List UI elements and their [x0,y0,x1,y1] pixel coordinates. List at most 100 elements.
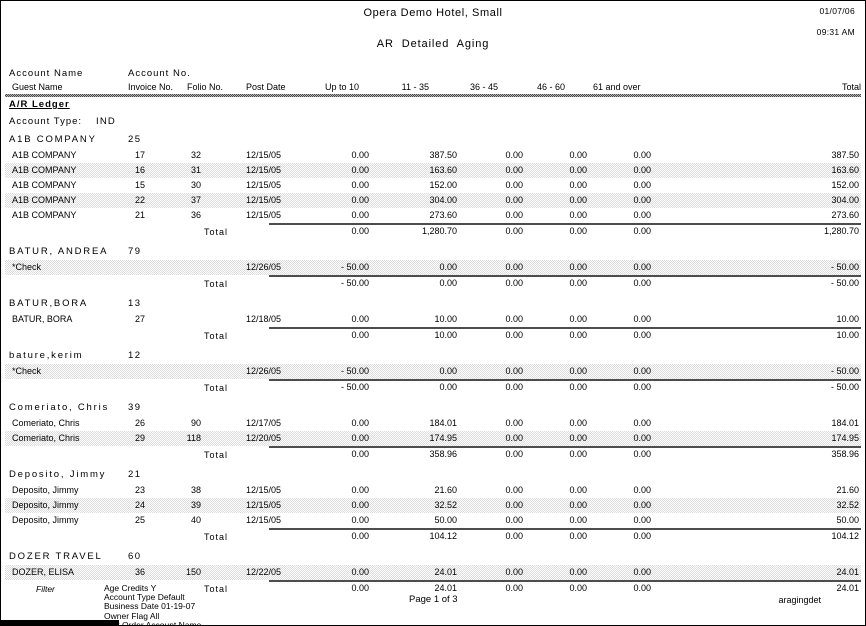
invoice-no-cell [125,260,145,275]
post-date-cell: 12/15/05 [246,150,282,160]
total-up-to-10-cell: - 50.00 [340,382,369,392]
table-row: A1B COMPANY 21 36 12/15/05 0.00 273.60 0… [5,208,861,223]
corner-bar [1,620,119,625]
total-11-35-cell: 0.00 [439,278,457,288]
account-rows: BATUR, BORA 27 12/18/05 0.00 10.00 0.00 … [5,312,861,327]
bucket-11-35-cell: 163.60 [429,165,457,175]
total-label: Total [204,532,229,542]
total-46-60-cell: 0.00 [569,330,587,340]
bucket-up-to-10-cell: 0.00 [351,485,369,495]
account-rows: Comeriato, Chris 26 90 12/17/05 0.00 184… [5,416,861,446]
account-number: 79 [128,246,142,257]
total-11-35-cell: 0.00 [439,382,457,392]
account-number: 13 [128,298,142,309]
total-total-cell: 358.96 [831,449,859,459]
guest-name-cell: A1B COMPANY [12,150,77,160]
invoice-no-cell: 15 [134,180,145,190]
guest-name-cell: A1B COMPANY [12,180,77,190]
bucket-46-60-cell: 0.00 [569,195,587,205]
post-date-cell: 12/26/05 [246,366,282,376]
account-section: Deposito, Jimmy 21 Deposito, Jimmy 23 38… [5,468,861,543]
table-row: A1B COMPANY 17 32 12/15/05 0.00 387.50 0… [5,148,861,163]
bucket-46-60-cell: 0.00 [569,500,587,510]
total-46-60-cell: 0.00 [569,226,587,236]
account-rows: *Check 12/26/05 - 50.00 0.00 0.00 0.00 0… [5,364,861,379]
table-row: Comeriato, Chris 26 90 12/17/05 0.00 184… [5,416,861,431]
total-total-cell: 1,280.70 [823,226,859,236]
account-section: Comeriato, Chris 39 Comeriato, Chris 26 … [5,401,861,461]
account-name: Comeriato, Chris [9,402,110,413]
bucket-36-45-cell: 0.00 [505,515,523,525]
total-total-cell: 24.01 [836,583,859,593]
account-number: 39 [128,402,142,413]
invoice-no-cell: 29 [134,433,145,443]
total-46-60-cell: 0.00 [569,531,587,541]
bucket-46-60-cell: 0.00 [569,210,587,220]
post-date-cell: 12/15/05 [246,500,282,510]
column-header-post-date: Post Date [246,82,286,92]
post-date-cell: 12/15/05 [246,210,282,220]
folio-no-cell: 30 [190,180,201,190]
bucket-46-60-cell: 0.00 [569,262,587,272]
total-36-45-cell: 0.00 [505,531,523,541]
total-up-to-10-cell: 0.00 [351,531,369,541]
account-name: BATUR, ANDREA [9,246,109,257]
total-46-60-cell: 0.00 [569,278,587,288]
folio-no-cell [145,364,201,379]
invoice-no-cell [125,364,145,379]
filter-line: Sort Order Account Name [104,619,202,626]
folio-no-cell: 40 [190,515,201,525]
folio-no-cell: 90 [190,418,201,428]
total-36-45-cell: 0.00 [505,382,523,392]
account-number: 12 [128,350,142,361]
guest-name-cell: Deposito, Jimmy [12,515,79,525]
bucket-36-45-cell: 0.00 [505,418,523,428]
row-total-cell: 304.00 [831,195,859,205]
bucket-36-45-cell: 0.00 [505,433,523,443]
post-date-cell: 12/22/05 [246,567,282,577]
bucket-46-60-cell: 0.00 [569,418,587,428]
invoice-no-cell: 27 [134,314,145,324]
account-type-line: Account Type: IND [5,116,861,133]
bucket-61-over-cell: 0.00 [633,515,651,525]
filter-line: Age Credits Y [104,583,157,593]
bucket-61-over-cell: 0.00 [633,567,651,577]
post-date-cell: 12/20/05 [246,433,282,443]
account-rows: Deposito, Jimmy 23 38 12/15/05 0.00 21.6… [5,483,861,528]
total-label: Total [204,450,229,460]
table-row: *Check 12/26/05 - 50.00 0.00 0.00 0.00 0… [5,260,861,275]
bucket-36-45-cell: 0.00 [505,262,523,272]
total-36-45-cell: 0.00 [505,449,523,459]
bucket-11-35-cell: 10.00 [434,314,457,324]
total-46-60-cell: 0.00 [569,583,587,593]
bucket-61-over-cell: 0.00 [633,366,651,376]
filter-line: Owner Flag All [104,610,160,621]
post-date-cell: 12/15/05 [246,515,282,525]
header-separator-rule [5,94,861,97]
bucket-46-60-cell: 0.00 [569,433,587,443]
account-number: 21 [128,469,142,480]
invoice-no-cell: 26 [134,418,145,428]
report-code: aragingdet [778,595,821,605]
account-total-row: Total 0.00 10.00 0.00 0.00 0.00 10.00 [5,327,861,342]
post-date-cell: 12/15/05 [246,165,282,175]
bucket-11-35-cell: 273.60 [429,210,457,220]
guest-name-cell: Comeriato, Chris [12,418,80,428]
column-header-invoice-no: Invoice No. [128,82,174,92]
report-date: 01/07/06 [819,6,855,16]
report-title: AR Detailed Aging [376,38,490,50]
bucket-36-45-cell: 0.00 [505,210,523,220]
column-header-61-and-over: 61 and over [593,82,641,92]
account-header: BATUR,BORA 13 [5,297,861,312]
bucket-61-over-cell: 0.00 [633,500,651,510]
row-total-cell: 21.60 [836,485,859,495]
total-total-cell: 10.00 [836,330,859,340]
row-total-cell: - 50.00 [830,366,859,376]
guest-name-cell: *Check [12,366,42,376]
folio-no-cell [145,260,201,275]
bucket-36-45-cell: 0.00 [505,567,523,577]
total-11-35-cell: 1,280.70 [421,226,457,236]
account-section: BATUR, ANDREA 79 *Check 12/26/05 - 50.00… [5,245,861,290]
bucket-up-to-10-cell: 0.00 [351,418,369,428]
account-rows: DOZER, ELISA 36 150 12/22/05 0.00 24.01 … [5,565,861,580]
